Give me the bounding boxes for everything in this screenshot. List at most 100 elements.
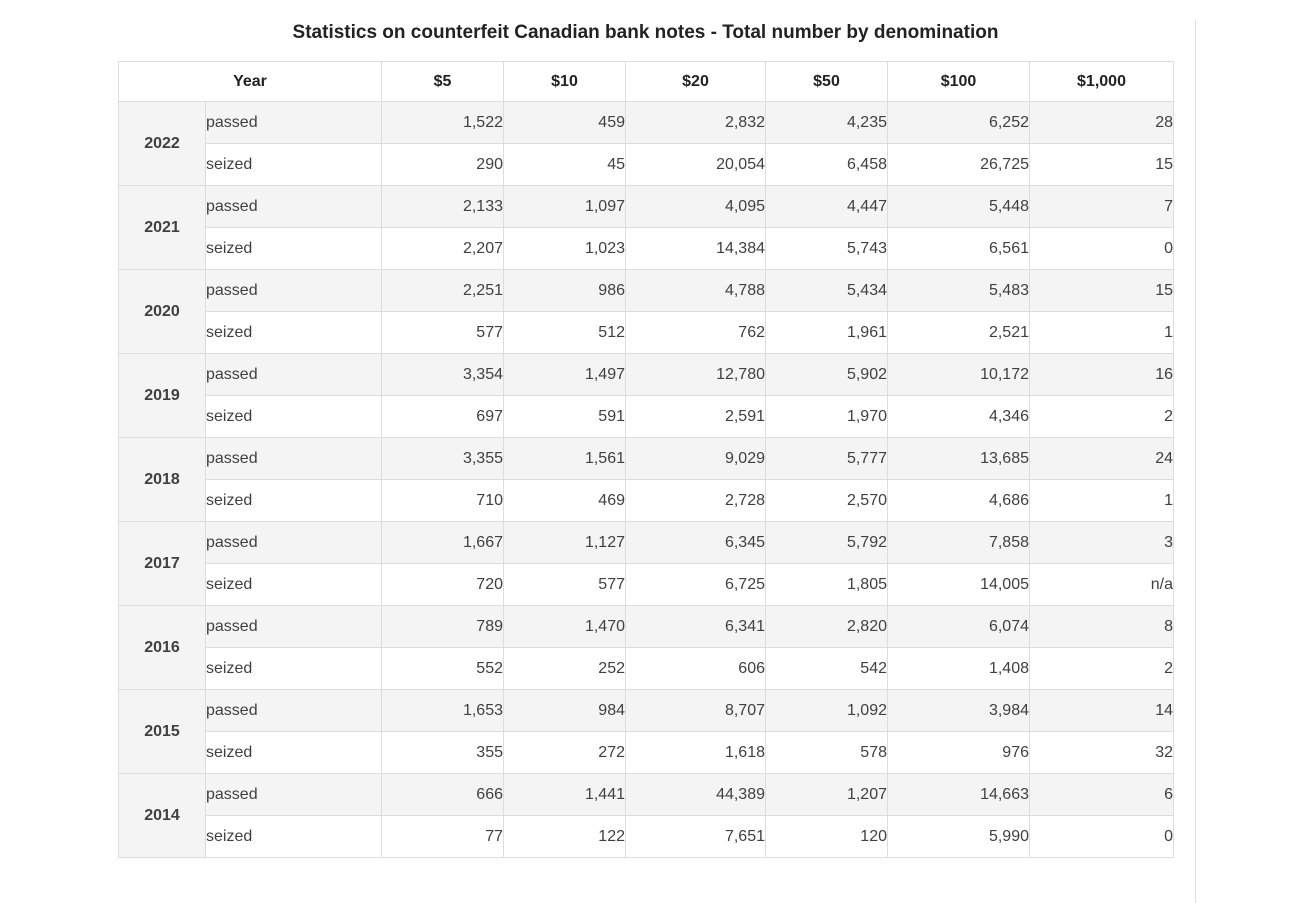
value-cell: 2,820	[765, 605, 888, 648]
year-cell: 2014	[118, 773, 206, 858]
value-cell: 1,097	[503, 185, 626, 228]
category-cell: seized	[205, 731, 382, 774]
value-cell: 2,521	[887, 311, 1030, 354]
value-cell: 4,095	[625, 185, 766, 228]
table-row-2021-seized: seized 2,207 1,023 14,384 5,743 6,561 0	[119, 227, 1174, 270]
value-cell: 355	[381, 731, 504, 774]
category-cell: passed	[205, 689, 382, 732]
value-cell: 606	[625, 647, 766, 690]
value-cell: 1,408	[887, 647, 1030, 690]
value-cell: 16	[1029, 353, 1174, 396]
category-cell: seized	[205, 815, 382, 858]
year-cell: 2019	[118, 353, 206, 438]
header-row: Year $5 $10 $20 $50 $100 $1,000	[118, 61, 1174, 102]
table-row-2021-passed: 2021 passed 2,133 1,097 4,095 4,447 5,448 7	[118, 185, 1174, 270]
table-title: Statistics on counterfeit Canadian bank …	[292, 22, 999, 43]
value-cell: 44,389	[625, 773, 766, 816]
value-cell: 5,743	[765, 227, 888, 270]
table-row-2015-passed: 2015 passed 1,653 984 8,707 1,092 3,984 14	[118, 689, 1174, 774]
value-cell: 3,355	[381, 437, 504, 480]
table-row-2015-seized: seized 355 272 1,618 578 976 32	[119, 731, 1174, 774]
year-cell: 2018	[118, 437, 206, 522]
value-cell: 697	[381, 395, 504, 438]
value-cell: 24	[1029, 437, 1174, 480]
value-cell: 12,780	[625, 353, 766, 396]
value-cell: 5,902	[765, 353, 888, 396]
category-cell: passed	[205, 773, 382, 816]
value-cell: 5,990	[887, 815, 1030, 858]
value-cell: 7,651	[625, 815, 766, 858]
column-header-1000: $1,000	[1029, 61, 1174, 102]
table-row-2018-passed: 2018 passed 3,355 1,561 9,029 5,777 13,685 24	[118, 437, 1174, 522]
category-cell: passed	[205, 101, 382, 144]
value-cell: 762	[625, 311, 766, 354]
value-cell: 710	[381, 479, 504, 522]
value-cell: 1,653	[381, 689, 504, 732]
value-cell: 578	[765, 731, 888, 774]
value-cell: 2	[1029, 647, 1174, 690]
category-cell: seized	[205, 647, 382, 690]
table-row-2018-seized: seized 710 469 2,728 2,570 4,686 1	[119, 479, 1174, 522]
value-cell: 14	[1029, 689, 1174, 732]
value-cell: 1,441	[503, 773, 626, 816]
table-row-2020-seized: seized 577 512 762 1,961 2,521 1	[119, 311, 1174, 354]
value-cell: 13,685	[887, 437, 1030, 480]
table-header: Year $5 $10 $20 $50 $100 $1,000	[118, 61, 1174, 102]
value-cell: 272	[503, 731, 626, 774]
year-cell: 2016	[118, 605, 206, 690]
value-cell: 1,561	[503, 437, 626, 480]
table-row-2017-seized: seized 720 577 6,725 1,805 14,005 n/a	[119, 563, 1174, 606]
value-cell: 7	[1029, 185, 1174, 228]
value-cell: 577	[503, 563, 626, 606]
value-cell: 2	[1029, 395, 1174, 438]
value-cell: 720	[381, 563, 504, 606]
counterfeit-notes-table: Year $5 $10 $20 $50 $100 $1,000 2022 passed 1,52…	[118, 61, 1174, 858]
value-cell: 591	[503, 395, 626, 438]
value-cell: 6,345	[625, 521, 766, 564]
column-header-10: $10	[503, 61, 626, 102]
value-cell: 0	[1029, 815, 1174, 858]
value-cell: 512	[503, 311, 626, 354]
value-cell: 984	[503, 689, 626, 732]
value-cell: 5,448	[887, 185, 1030, 228]
stats-panel: Statistics on counterfeit Canadian bank …	[118, 20, 1174, 858]
value-cell: 1,961	[765, 311, 888, 354]
value-cell: 3	[1029, 521, 1174, 564]
value-cell: 5,792	[765, 521, 888, 564]
column-header-50: $50	[765, 61, 888, 102]
value-cell: 5,777	[765, 437, 888, 480]
category-cell: seized	[205, 395, 382, 438]
value-cell: 4,346	[887, 395, 1030, 438]
value-cell: 976	[887, 731, 1030, 774]
value-cell: 26,725	[887, 143, 1030, 186]
value-cell: 32	[1029, 731, 1174, 774]
value-cell: 2,591	[625, 395, 766, 438]
value-cell: 252	[503, 647, 626, 690]
value-cell: 9,029	[625, 437, 766, 480]
value-cell: 2,570	[765, 479, 888, 522]
table-row-2014-seized: seized 77 122 7,651 120 5,990 0	[119, 815, 1174, 858]
table-body: 2022 passed 1,522 459 2,832 4,235 6,252 28 seize…	[118, 101, 1174, 858]
value-cell: 1,207	[765, 773, 888, 816]
content-right-divider	[1195, 20, 1196, 903]
value-cell: 789	[381, 605, 504, 648]
value-cell: 45	[503, 143, 626, 186]
value-cell: 77	[381, 815, 504, 858]
value-cell: 1,618	[625, 731, 766, 774]
value-cell: 4,447	[765, 185, 888, 228]
table-row-2017-passed: 2017 passed 1,667 1,127 6,345 5,792 7,858 3	[118, 521, 1174, 606]
column-header-year: Year	[118, 61, 382, 102]
category-cell: seized	[205, 563, 382, 606]
category-cell: seized	[205, 143, 382, 186]
value-cell: 14,663	[887, 773, 1030, 816]
value-cell: 4,788	[625, 269, 766, 312]
table-row-2022-seized: seized 290 45 20,054 6,458 26,725 15	[119, 143, 1174, 186]
year-cell: 2017	[118, 521, 206, 606]
value-cell: 552	[381, 647, 504, 690]
year-cell: 2020	[118, 269, 206, 354]
table-row-2020-passed: 2020 passed 2,251 986 4,788 5,434 5,483 15	[118, 269, 1174, 354]
value-cell: 120	[765, 815, 888, 858]
value-cell: 2,207	[381, 227, 504, 270]
value-cell: 1,023	[503, 227, 626, 270]
value-cell: 1,805	[765, 563, 888, 606]
